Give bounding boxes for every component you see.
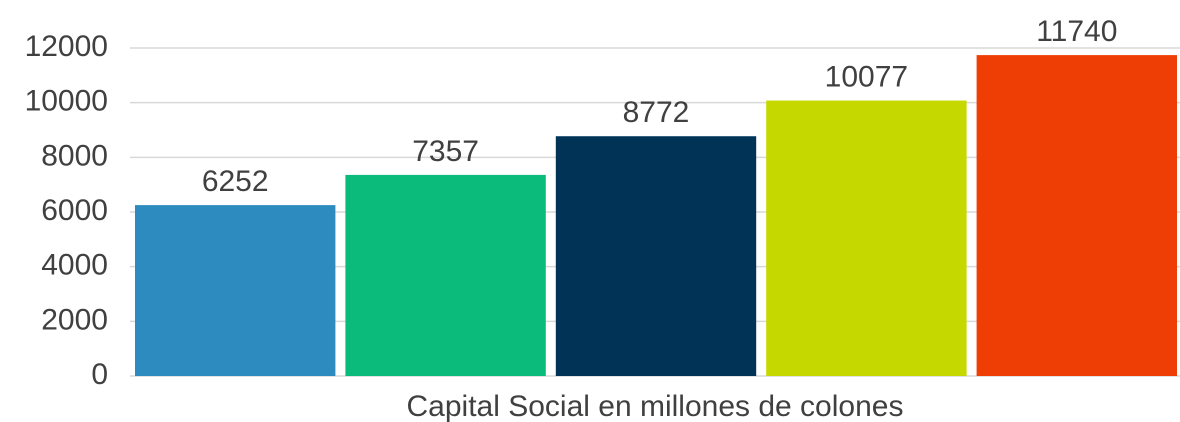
data-label: 7357 bbox=[412, 135, 479, 168]
y-tick-label: 0 bbox=[91, 358, 108, 391]
y-tick-label: 8000 bbox=[41, 139, 108, 172]
y-tick-label: 2000 bbox=[41, 303, 108, 336]
y-tick-label: 6000 bbox=[41, 194, 108, 227]
data-label: 6252 bbox=[202, 165, 269, 198]
bar bbox=[555, 136, 757, 376]
y-tick-label: 10000 bbox=[25, 85, 108, 118]
bar bbox=[135, 205, 336, 376]
bar bbox=[976, 55, 1177, 377]
y-tick-label: 12000 bbox=[25, 30, 108, 63]
data-label: 11740 bbox=[1036, 15, 1117, 48]
bar bbox=[345, 174, 546, 376]
data-label: 8772 bbox=[623, 96, 690, 129]
bar bbox=[766, 100, 967, 376]
y-tick-label: 4000 bbox=[41, 249, 108, 282]
data-label: 10077 bbox=[825, 60, 908, 93]
x-axis-label: Capital Social en millones de colones bbox=[407, 390, 904, 422]
